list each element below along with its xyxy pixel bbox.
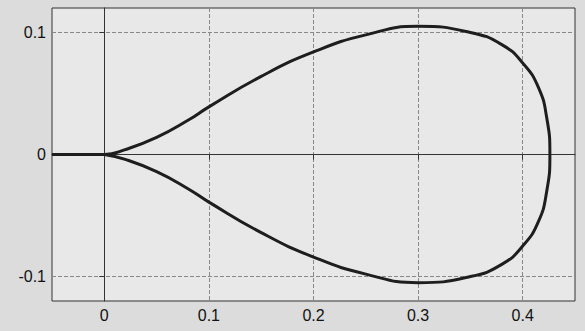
svg-text:0.3: 0.3 [407, 307, 429, 324]
svg-text:0.4: 0.4 [512, 307, 534, 324]
svg-text:0: 0 [37, 146, 46, 163]
svg-text:0.2: 0.2 [302, 307, 324, 324]
svg-text:0.1: 0.1 [198, 307, 220, 324]
svg-text:0.1: 0.1 [24, 24, 46, 41]
svg-text:0: 0 [100, 307, 109, 324]
svg-text:-0.1: -0.1 [18, 268, 46, 285]
